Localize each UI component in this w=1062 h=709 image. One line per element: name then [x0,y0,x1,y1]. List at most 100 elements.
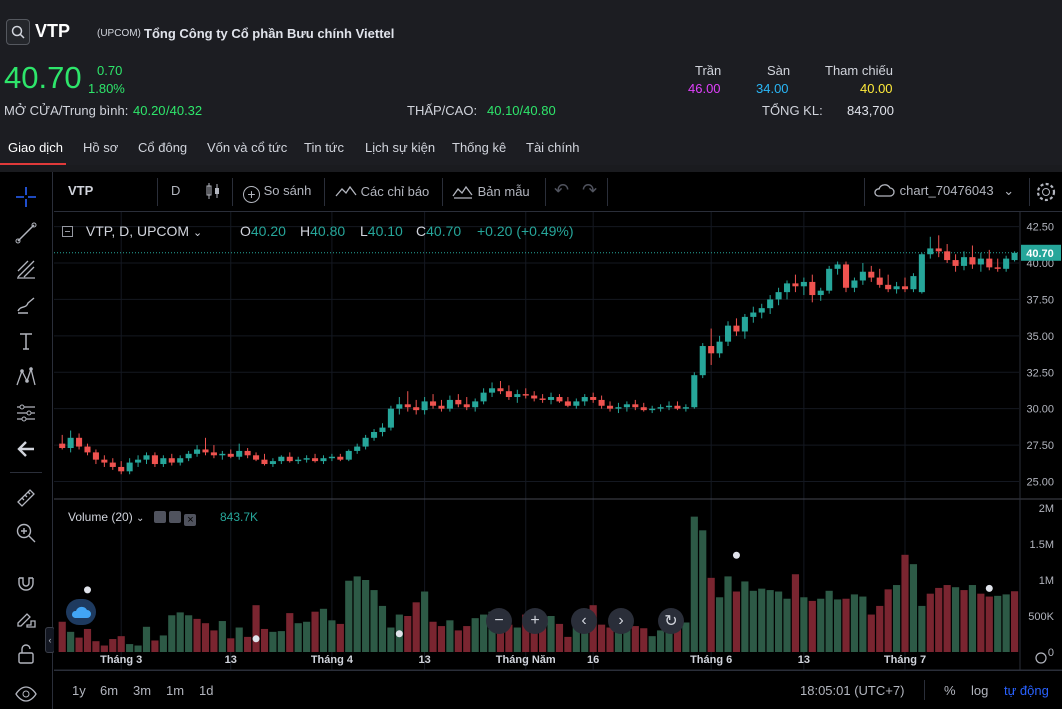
eye-icon[interactable] [153,511,166,523]
crosshair-tool[interactable] [12,183,40,211]
redo-button[interactable]: ↷ [582,180,597,201]
candle-body [615,407,622,409]
auto-toggle[interactable]: tự động [1004,683,1049,698]
magnet-tool[interactable] [12,568,40,596]
close-label: C [416,223,427,239]
undo-icon: ↶ [554,180,570,200]
candle-body [598,399,605,406]
tab-giao-dich[interactable]: Giao dịch [8,140,63,155]
volume-bar [404,616,412,652]
candle-body [564,401,571,406]
range-1m[interactable]: 1m [166,683,185,698]
volume-bar [909,564,918,652]
chevron-down-icon[interactable]: ⌄ [136,513,145,524]
bottom-separator [924,680,925,700]
zoom-out-button[interactable]: − [486,608,512,634]
scroll-right-button[interactable]: › [608,608,634,634]
candle-body [227,453,234,457]
tab-von-co-tuc[interactable]: Vốn và cổ tức [207,140,288,155]
hide-tool[interactable] [12,680,40,708]
candle-body [758,308,765,313]
zoom-tool[interactable] [12,519,40,547]
symbol-selector[interactable]: VTP [68,183,94,198]
indicators-button[interactable]: Các chỉ báo [335,183,429,199]
tab-co-dong[interactable]: Cổ đông [138,140,188,155]
volume-bar [951,587,960,652]
pattern-icon [16,366,36,386]
range-6m[interactable]: 6m [100,683,119,698]
chart-canvas[interactable]: 42.50 40.00 37.50 35.00 32.50 30.00 27.50 25.00… [54,212,1062,670]
ruler-icon [17,489,35,507]
volume-bar [412,602,420,652]
candle-body [84,446,91,453]
tab-tin-tuc[interactable]: Tin tức [304,140,345,155]
prediction-tool[interactable] [12,399,40,427]
candle-body [480,392,487,402]
volume-axis-label: 0 [1048,647,1054,659]
volume-bar [319,608,328,652]
series-title[interactable]: VTP, D, UPCOM [85,223,190,239]
lock-tool[interactable] [12,640,40,668]
candle-body [724,325,732,342]
volume-bar [387,627,395,652]
ohlc-high: H40.80 [300,223,345,239]
settings-button[interactable] [1035,181,1057,206]
volume-bar [100,645,108,652]
tab-lich-su-kien[interactable]: Lịch sự kiện [365,140,436,155]
ruler-tool[interactable] [12,484,40,512]
cloud-sync-button[interactable] [66,599,96,625]
tab-thong-ke[interactable]: Thống kê [452,140,507,155]
templates-button[interactable]: Bản mẫu [452,183,530,199]
candle-body [548,397,555,400]
candle-body [775,292,782,300]
trendline-icon [15,222,37,244]
candle-body [463,404,470,408]
candle-body [59,443,66,449]
candle-body [345,450,352,460]
reset-icon: ↻ [664,613,678,630]
brush-tool[interactable] [12,291,40,319]
collapse-legend-icon[interactable] [62,226,73,237]
fib-tool[interactable] [12,255,40,283]
indicators-label: Các chỉ báo [360,184,430,199]
stay-drawing-tool[interactable] [12,604,40,632]
log-toggle[interactable]: log [971,683,989,698]
trendline-tool[interactable] [12,219,40,247]
candle-body [935,248,942,252]
candle-body [842,264,850,288]
tab-tai-chinh[interactable]: Tài chính [526,140,580,155]
back-tool[interactable] [12,435,40,463]
price-axis-label: 27.50 [1026,440,1054,452]
interval-selector[interactable]: D [171,183,181,198]
candle-body [236,450,243,457]
volume-title[interactable]: Volume (20) [68,510,133,524]
undo-button[interactable]: ↶ [554,180,569,201]
candle-body [67,437,74,449]
crosshair-icon [16,187,36,207]
timezone-clock[interactable]: 18:05:01 (UTC+7) [800,683,905,698]
pattern-tool[interactable] [12,363,40,391]
tab-ho-so[interactable]: Hồ sơ [83,140,119,155]
gear-icon[interactable] [169,511,182,523]
reset-chart-button[interactable]: ↻ [658,608,684,634]
search-button[interactable] [6,19,30,45]
price-change: 0.70 [97,63,123,78]
percent-toggle[interactable]: % [944,683,956,698]
range-1d[interactable]: 1d [199,683,214,698]
layout-selector[interactable]: chart_70476043 ⌄ [872,183,1014,199]
volume-bar [370,590,378,652]
candle-body [1003,258,1010,269]
text-tool[interactable] [12,327,40,355]
range-1y[interactable]: 1y [72,683,86,698]
candle-body [269,461,276,465]
chart-type-button[interactable] [204,181,222,204]
close-icon[interactable]: × [184,514,197,526]
volume-bar [151,640,159,652]
scroll-left-button[interactable]: ‹ [571,608,597,634]
volume-bar [581,617,589,652]
volume-bar [311,611,319,652]
range-3m[interactable]: 3m [133,683,152,698]
compare-button[interactable]: + So sánh [243,183,311,203]
chevron-down-icon[interactable]: ⌄ [192,227,203,239]
zoom-in-button[interactable]: + [522,608,548,634]
